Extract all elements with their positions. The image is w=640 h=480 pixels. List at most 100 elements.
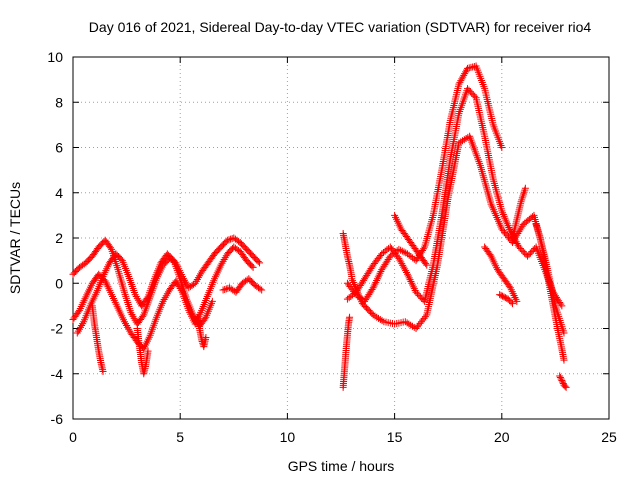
data-point-trail — [228, 235, 236, 243]
data-point — [403, 270, 411, 278]
data-point-trail — [557, 343, 565, 351]
data-point-trail — [405, 320, 413, 328]
data-point-trail — [90, 318, 98, 326]
data-point — [412, 288, 420, 296]
data-point-trail — [521, 186, 529, 194]
data-point-trail — [73, 266, 81, 274]
data-point-trail — [92, 332, 100, 340]
data-point-trail — [349, 291, 357, 299]
data-point-trail — [457, 77, 465, 85]
data-point-trail — [512, 218, 520, 226]
data-point-trail — [402, 267, 410, 275]
data-point-trail — [240, 243, 248, 251]
data-point-trail — [144, 349, 152, 357]
data-point-trail — [517, 200, 525, 208]
data-point-trail — [377, 267, 385, 275]
data-point-trail — [392, 251, 400, 259]
x-tick-label: 20 — [494, 429, 510, 445]
data-point-trail — [120, 316, 128, 324]
data-point-trail — [142, 296, 150, 304]
x-tick-label: 10 — [280, 429, 296, 445]
data-point-trail — [557, 375, 565, 383]
data-point-trail — [373, 275, 381, 283]
data-point-trail — [489, 119, 497, 127]
data-point — [521, 184, 529, 192]
data-point-trail — [373, 277, 381, 285]
data-point-trail — [408, 322, 416, 330]
y-tick-label: -6 — [51, 411, 64, 427]
data-point-trail — [256, 285, 264, 293]
data-point-trail — [408, 279, 416, 287]
data-point-trail — [518, 246, 526, 254]
data-point-trail — [400, 248, 408, 256]
data-point-trail — [549, 300, 557, 308]
data-point-trail — [368, 285, 376, 293]
data-point-trail — [182, 293, 190, 301]
data-point-trail — [396, 256, 404, 264]
data-point-trail — [188, 309, 196, 317]
data-point-trail — [130, 289, 138, 297]
data-point-trail — [418, 246, 426, 254]
data-point — [496, 291, 504, 299]
data-point-trail — [456, 78, 464, 86]
data-point — [219, 286, 227, 294]
data-point-trail — [371, 312, 379, 320]
y-tick-label: 4 — [55, 185, 63, 201]
data-point-trail — [398, 260, 406, 268]
data-point-trail — [409, 281, 417, 289]
data-point-trail — [406, 276, 414, 284]
data-point-trail — [405, 274, 413, 282]
data-point-trail — [210, 277, 218, 285]
data-point-trail — [158, 299, 166, 307]
data-point-trail — [410, 323, 418, 331]
data-point-trail — [397, 246, 405, 254]
data-point-trail — [540, 255, 548, 263]
data-point-trail — [560, 354, 568, 362]
data-point-trail — [409, 283, 417, 291]
data-point-trail — [465, 86, 473, 94]
data-point — [500, 293, 508, 301]
data-point-trail — [545, 277, 553, 285]
data-point-trail — [489, 173, 497, 181]
data-point-trail — [221, 285, 229, 293]
data-point-trail — [458, 137, 466, 145]
y-axis-title: SDTVAR / TECUs — [7, 182, 23, 294]
data-point-trail — [248, 262, 256, 270]
data-point-trail — [497, 205, 505, 213]
data-point-trail — [247, 249, 255, 257]
data-point-trail — [460, 71, 468, 79]
data-point-trail — [370, 282, 378, 290]
data-point-trail — [225, 236, 233, 244]
data-point-trail — [375, 253, 383, 261]
data-point-trail — [414, 249, 422, 257]
data-point-trail — [94, 345, 102, 353]
data-point-trail — [400, 263, 408, 271]
data-point-trail — [150, 277, 158, 285]
data-point-trail — [366, 308, 374, 316]
data-point-trail — [345, 259, 353, 267]
data-point-trail — [378, 317, 386, 325]
data-point-trail — [559, 378, 567, 386]
data-point-trail — [518, 194, 526, 202]
data-point-trail — [536, 232, 544, 240]
x-tick-label: 0 — [69, 429, 77, 445]
data-point-trail — [519, 192, 527, 200]
data-point-trail — [421, 258, 429, 266]
data-point-trail — [145, 333, 153, 341]
data-point-trail — [99, 366, 107, 374]
data-point-trail — [444, 195, 452, 203]
data-point-trail — [241, 254, 249, 262]
data-point-trail — [81, 295, 89, 303]
y-tick-label: 0 — [55, 275, 63, 291]
data-point-trail — [116, 254, 124, 262]
data-point-trail — [399, 261, 407, 269]
data-point-trail — [476, 160, 484, 168]
data-point-trail — [188, 282, 196, 290]
data-point-trail — [404, 272, 412, 280]
data-point-trail — [398, 247, 406, 255]
data-point-trail — [376, 269, 384, 277]
data-point-trail — [79, 261, 87, 269]
data-point-trail — [233, 245, 241, 253]
y-tick-label: -4 — [51, 366, 64, 382]
data-point-trail — [462, 68, 470, 76]
